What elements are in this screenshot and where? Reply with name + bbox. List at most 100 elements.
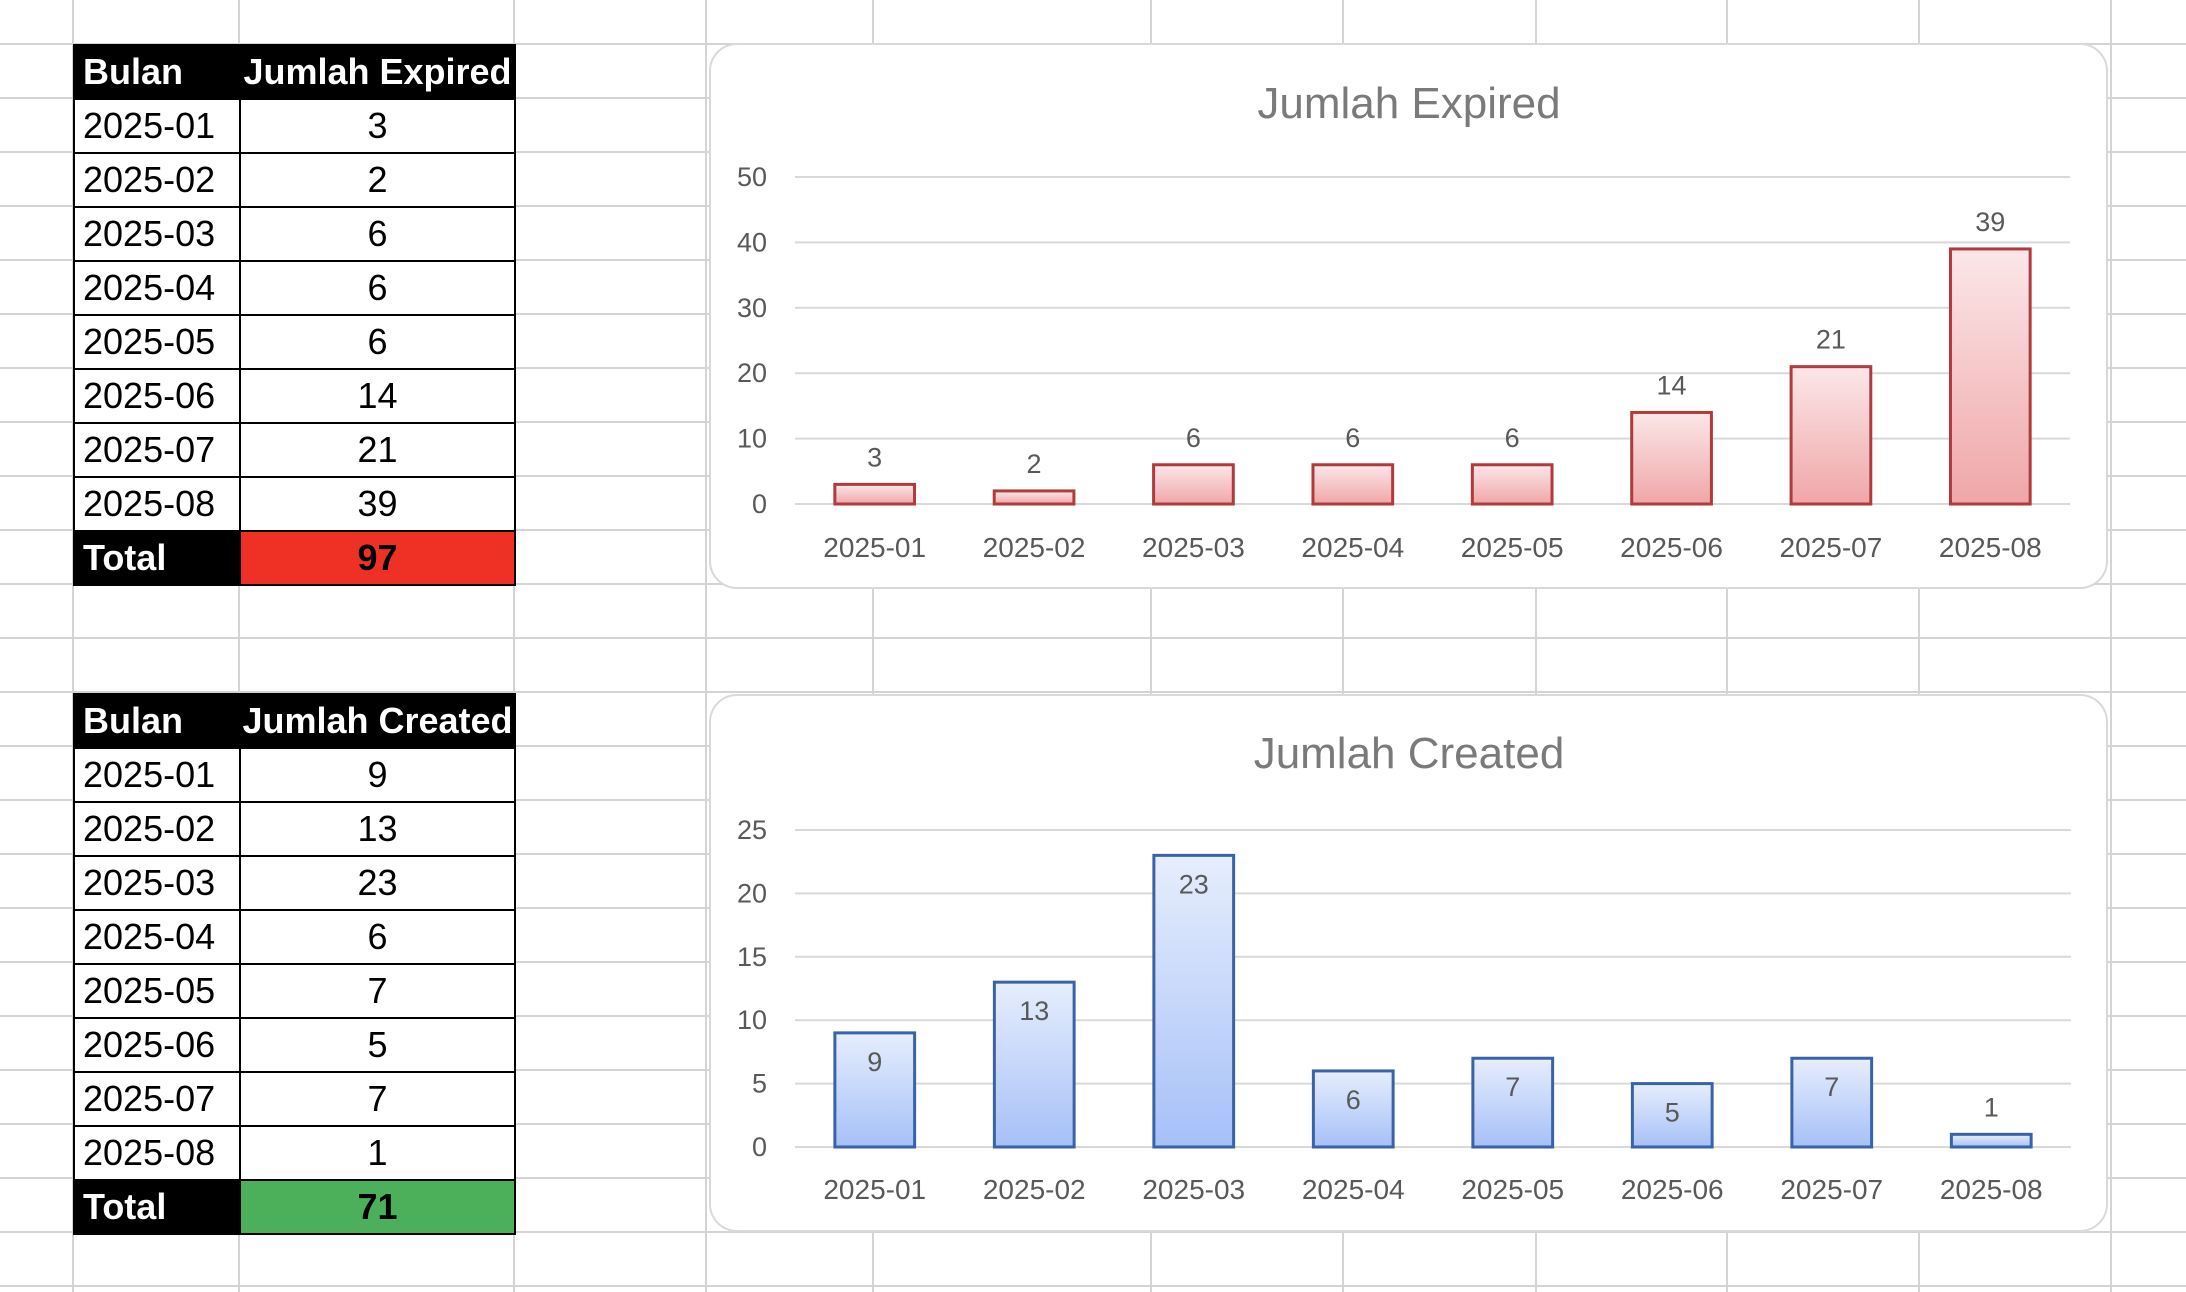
month-cell[interactable]: 2025-06 bbox=[73, 368, 241, 424]
value-cell[interactable]: 1 bbox=[239, 1125, 516, 1181]
data-label: 13 bbox=[1019, 996, 1049, 1026]
value-cell[interactable]: 9 bbox=[239, 747, 516, 803]
bar[interactable] bbox=[833, 482, 917, 506]
table-row: 2025-01 9 bbox=[73, 747, 516, 803]
bar[interactable] bbox=[1630, 1082, 1714, 1149]
table-row: 2025-05 6 bbox=[73, 314, 516, 370]
value-cell[interactable]: 6 bbox=[239, 206, 516, 262]
bar[interactable] bbox=[1152, 853, 1236, 1149]
total-label-cell[interactable]: Total bbox=[73, 1179, 241, 1235]
value-cell[interactable]: 14 bbox=[239, 368, 516, 424]
total-value-cell[interactable]: 97 bbox=[239, 530, 516, 586]
bar[interactable] bbox=[1948, 247, 2032, 506]
data-label: 9 bbox=[867, 1047, 882, 1077]
value-cell[interactable]: 3 bbox=[239, 98, 516, 154]
table-row: 2025-04 6 bbox=[73, 260, 516, 316]
bar[interactable] bbox=[1630, 410, 1713, 506]
header-jumlah-created[interactable]: Jumlah Created bbox=[239, 693, 516, 749]
total-label-cell[interactable]: Total bbox=[73, 530, 241, 586]
data-label: 3 bbox=[867, 442, 882, 472]
month-cell[interactable]: 2025-04 bbox=[73, 909, 241, 965]
bar[interactable] bbox=[1789, 365, 1873, 506]
value-cell[interactable]: 5 bbox=[239, 1017, 516, 1073]
month-cell[interactable]: 2025-06 bbox=[73, 1017, 241, 1073]
y-tick-label: 5 bbox=[752, 1069, 767, 1099]
y-tick-label: 20 bbox=[737, 358, 767, 388]
month-cell[interactable]: 2025-03 bbox=[73, 855, 241, 911]
bar[interactable] bbox=[992, 980, 1076, 1149]
bar[interactable] bbox=[1471, 1056, 1555, 1149]
x-tick-label: 2025-08 bbox=[1940, 1174, 2043, 1205]
total-value-cell[interactable]: 71 bbox=[239, 1179, 516, 1235]
bar[interactable] bbox=[1470, 463, 1554, 506]
x-tick-label: 2025-02 bbox=[983, 532, 1086, 563]
table-row: 2025-08 1 bbox=[73, 1125, 516, 1181]
table-row: 2025-07 7 bbox=[73, 1071, 516, 1127]
chart-created[interactable]: Jumlah Created 0 5 10 15 20 25 9 2025-01 13 2025-0… bbox=[709, 694, 2108, 1232]
value-cell[interactable]: 6 bbox=[239, 260, 516, 316]
table-row: 2025-06 5 bbox=[73, 1017, 516, 1073]
month-cell[interactable]: 2025-03 bbox=[73, 206, 241, 262]
data-label: 21 bbox=[1816, 325, 1846, 355]
total-row: Total 71 bbox=[73, 1179, 516, 1235]
month-cell[interactable]: 2025-01 bbox=[73, 747, 241, 803]
x-tick-label: 2025-08 bbox=[1939, 532, 2042, 563]
bar[interactable] bbox=[833, 1031, 917, 1149]
month-cell[interactable]: 2025-08 bbox=[73, 1125, 241, 1181]
bar[interactable] bbox=[1311, 463, 1395, 506]
month-cell[interactable]: 2025-05 bbox=[73, 314, 241, 370]
value-cell[interactable]: 39 bbox=[239, 476, 516, 532]
x-tick-label: 2025-07 bbox=[1780, 532, 1883, 563]
bar[interactable] bbox=[1311, 1069, 1395, 1149]
y-tick-label: 10 bbox=[737, 1005, 767, 1035]
chart-title: Jumlah Created bbox=[1254, 729, 1565, 778]
chart-expired[interactable]: Jumlah Expired 0 10 20 30 40 50 3 2025-01 2 2025-0… bbox=[709, 43, 2108, 589]
x-tick-label: 2025-01 bbox=[823, 532, 926, 563]
data-label: 6 bbox=[1505, 423, 1520, 453]
data-label: 39 bbox=[1975, 207, 2005, 237]
table-header-row: Bulan Jumlah Expired bbox=[73, 44, 516, 100]
value-cell[interactable]: 7 bbox=[239, 1071, 516, 1127]
bar[interactable] bbox=[1152, 463, 1235, 506]
header-bulan[interactable]: Bulan bbox=[73, 44, 241, 100]
value-cell[interactable]: 7 bbox=[239, 963, 516, 1019]
table-row: 2025-06 14 bbox=[73, 368, 516, 424]
header-bulan[interactable]: Bulan bbox=[73, 693, 241, 749]
chart-expired-svg: Jumlah Expired 0 10 20 30 40 50 3 2025-01 2 2025-0… bbox=[737, 79, 2070, 563]
value-cell[interactable]: 13 bbox=[239, 801, 516, 857]
x-tick-label: 2025-01 bbox=[823, 1174, 926, 1205]
x-tick-label: 2025-06 bbox=[1620, 532, 1723, 563]
data-label: 6 bbox=[1345, 423, 1360, 453]
month-cell[interactable]: 2025-08 bbox=[73, 476, 241, 532]
x-tick-label: 2025-03 bbox=[1142, 532, 1245, 563]
table-row: 2025-04 6 bbox=[73, 909, 516, 965]
month-cell[interactable]: 2025-01 bbox=[73, 98, 241, 154]
x-tick-label: 2025-07 bbox=[1780, 1174, 1883, 1205]
y-tick-label: 20 bbox=[737, 878, 767, 908]
month-cell[interactable]: 2025-07 bbox=[73, 1071, 241, 1127]
data-label: 7 bbox=[1824, 1072, 1839, 1102]
month-cell[interactable]: 2025-02 bbox=[73, 152, 241, 208]
bar[interactable] bbox=[1949, 1132, 2033, 1149]
table-row: 2025-07 21 bbox=[73, 422, 516, 478]
data-label: 23 bbox=[1179, 869, 1209, 899]
value-cell[interactable]: 21 bbox=[239, 422, 516, 478]
header-jumlah-expired[interactable]: Jumlah Expired bbox=[239, 44, 516, 100]
y-tick-label: 25 bbox=[737, 815, 767, 845]
y-tick-label: 30 bbox=[737, 293, 767, 323]
bar[interactable] bbox=[1790, 1056, 1874, 1149]
value-cell[interactable]: 23 bbox=[239, 855, 516, 911]
bar[interactable] bbox=[992, 489, 1076, 506]
table-row: 2025-03 6 bbox=[73, 206, 516, 262]
y-tick-label: 0 bbox=[752, 1132, 767, 1162]
x-tick-label: 2025-04 bbox=[1302, 1174, 1405, 1205]
month-cell[interactable]: 2025-07 bbox=[73, 422, 241, 478]
month-cell[interactable]: 2025-02 bbox=[73, 801, 241, 857]
value-cell[interactable]: 6 bbox=[239, 909, 516, 965]
data-label: 2 bbox=[1027, 449, 1042, 479]
value-cell[interactable]: 6 bbox=[239, 314, 516, 370]
x-tick-label: 2025-06 bbox=[1621, 1174, 1724, 1205]
value-cell[interactable]: 2 bbox=[239, 152, 516, 208]
month-cell[interactable]: 2025-04 bbox=[73, 260, 241, 316]
month-cell[interactable]: 2025-05 bbox=[73, 963, 241, 1019]
